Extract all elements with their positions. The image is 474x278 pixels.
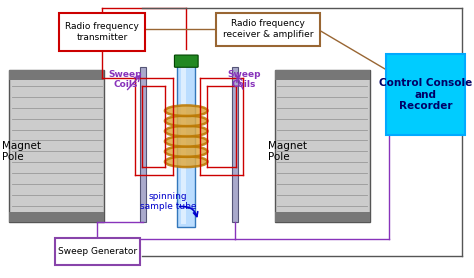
Bar — [9, 70, 104, 222]
Bar — [232, 67, 238, 222]
FancyBboxPatch shape — [216, 13, 320, 46]
Ellipse shape — [165, 116, 208, 126]
Text: Sweep
Coils: Sweep Coils — [109, 70, 142, 89]
FancyBboxPatch shape — [174, 55, 198, 67]
Bar — [140, 67, 146, 222]
Text: Radio frequency
transmitter: Radio frequency transmitter — [65, 22, 139, 42]
FancyBboxPatch shape — [55, 238, 140, 265]
Ellipse shape — [165, 105, 208, 116]
Text: Magnet
Pole: Magnet Pole — [2, 141, 41, 162]
Ellipse shape — [165, 146, 208, 157]
Ellipse shape — [165, 126, 208, 136]
Ellipse shape — [165, 136, 208, 147]
Bar — [275, 70, 370, 222]
Bar — [9, 212, 104, 222]
Text: Sweep Generator: Sweep Generator — [58, 247, 137, 256]
Bar — [275, 212, 370, 222]
Text: spinning
sample tube: spinning sample tube — [140, 192, 197, 211]
Text: Sweep
Coils: Sweep Coils — [228, 70, 261, 89]
Text: Control Console
and
Recorder: Control Console and Recorder — [379, 78, 472, 111]
Bar — [181, 63, 186, 224]
FancyArrowPatch shape — [180, 207, 198, 217]
Ellipse shape — [165, 156, 208, 167]
FancyBboxPatch shape — [59, 13, 145, 51]
Bar — [275, 70, 370, 80]
FancyBboxPatch shape — [386, 54, 465, 135]
Bar — [177, 60, 195, 227]
Bar — [9, 70, 104, 80]
Text: Radio frequency
receiver & amplifier: Radio frequency receiver & amplifier — [223, 19, 313, 39]
Text: Magnet
Pole: Magnet Pole — [268, 141, 307, 162]
